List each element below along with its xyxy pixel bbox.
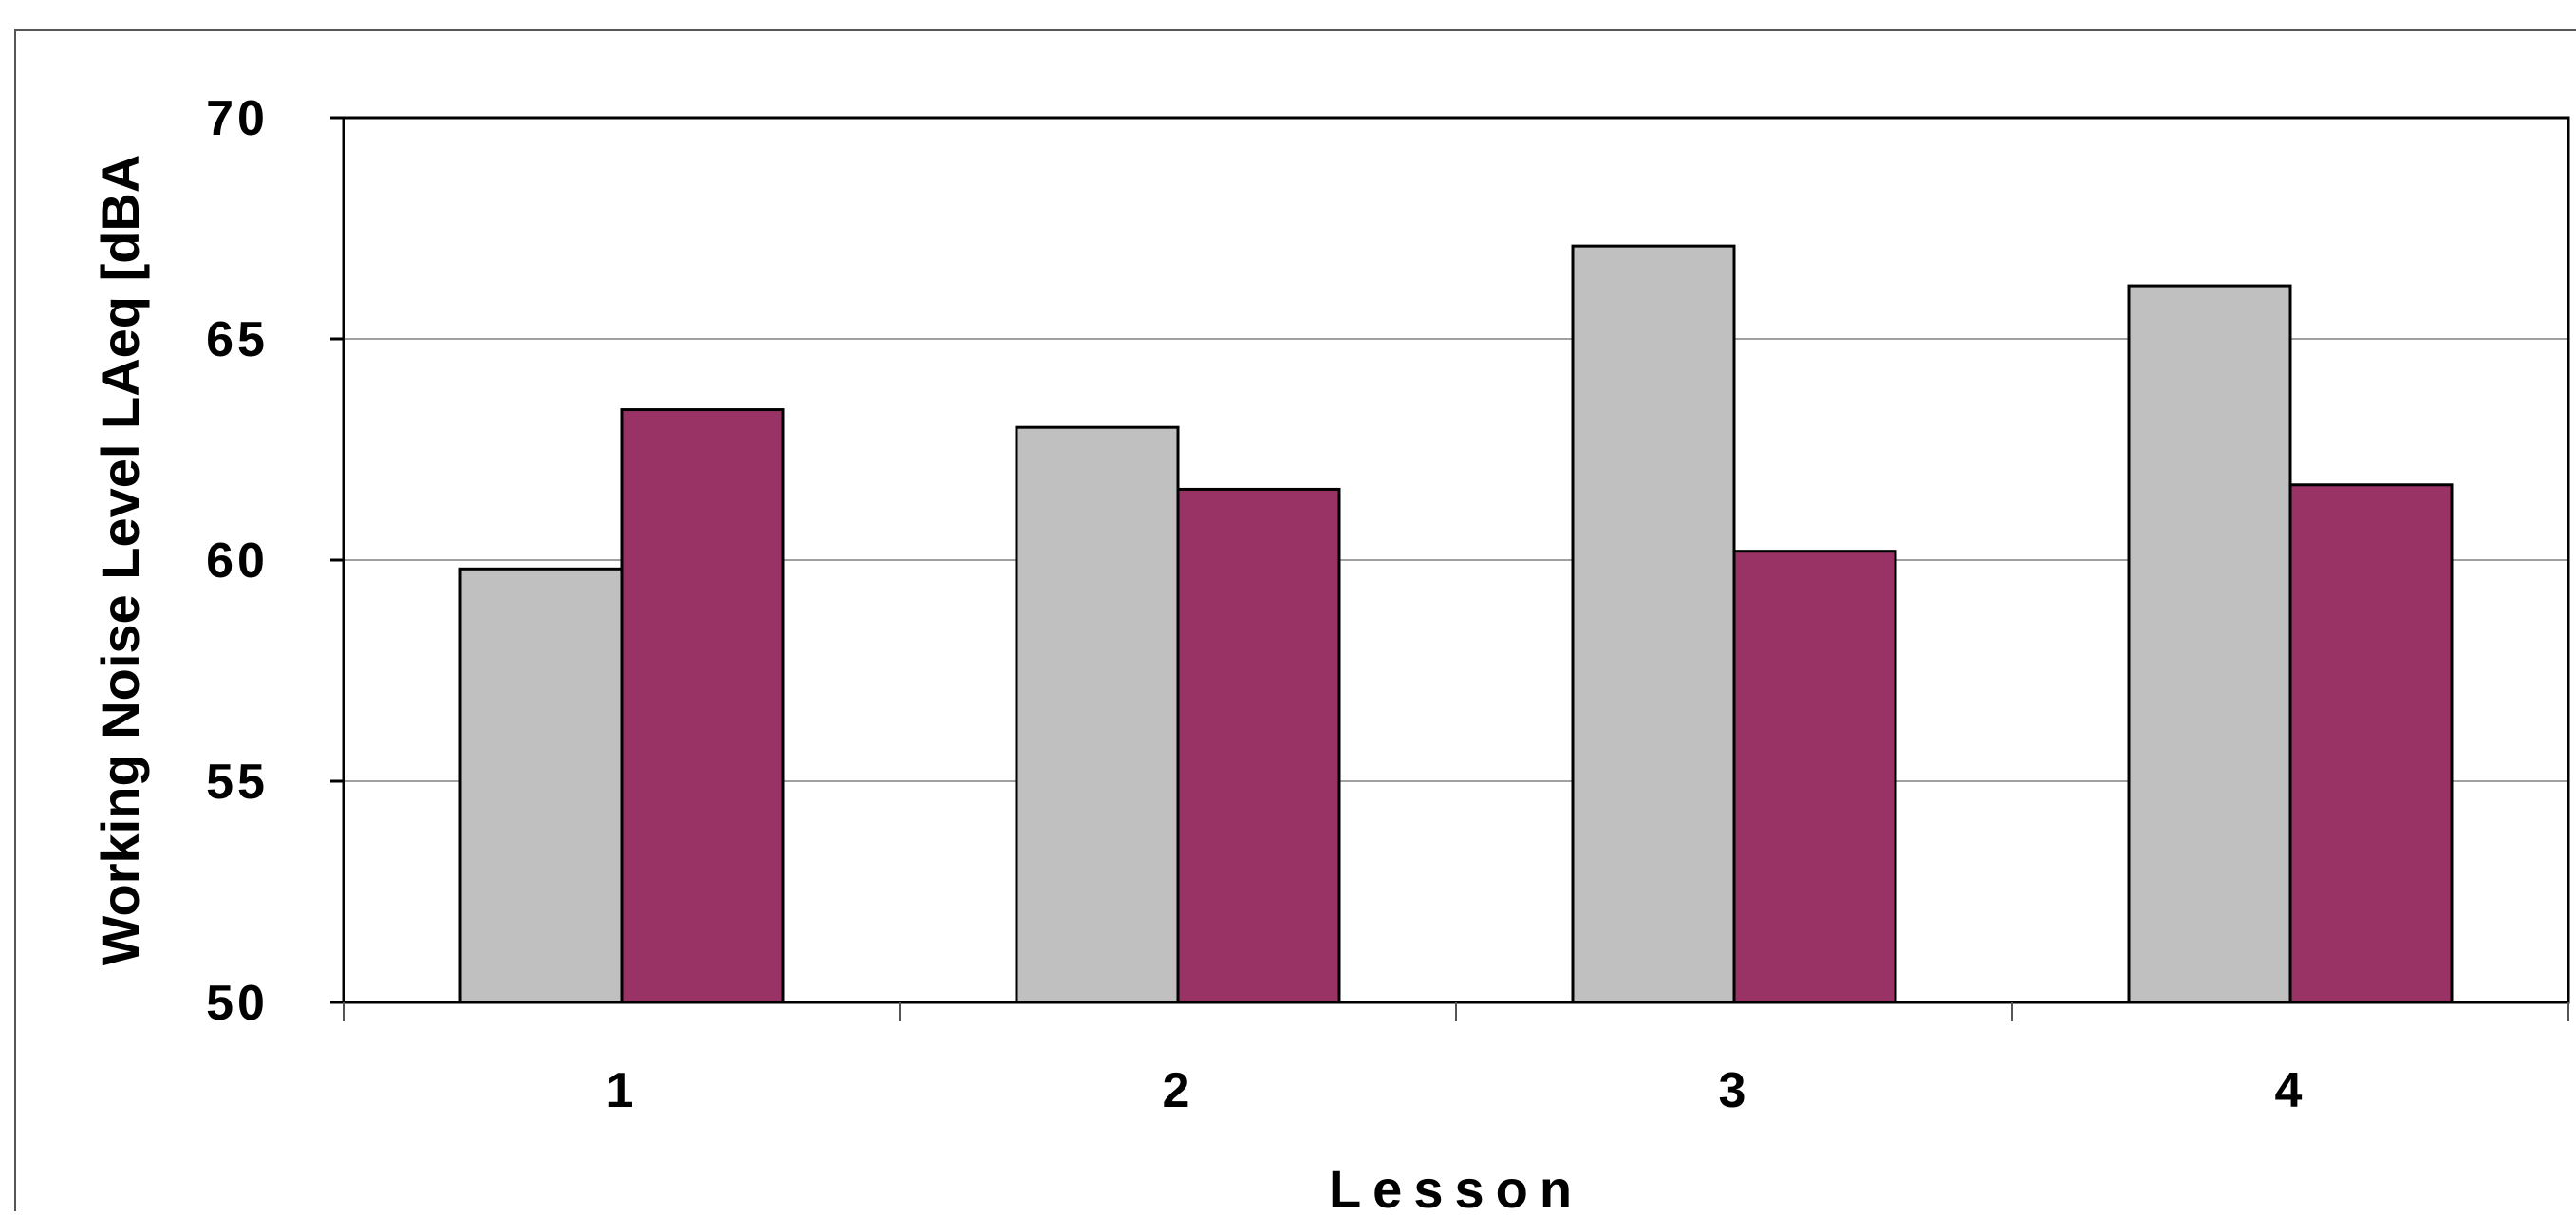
y-tick-label: 50 [206,976,269,1031]
outer-border [14,29,2576,1216]
y-tick-label: 70 [206,91,269,146]
bar-series-2-lesson-2 [1176,487,1341,1004]
x-tick-label: 3 [1719,1063,1750,1118]
x-tick-label: 2 [1163,1063,1194,1118]
bar-series-1-lesson-4 [2127,284,2292,1004]
x-tick-label: 1 [607,1063,638,1118]
bar-series-1-lesson-1 [458,567,624,1004]
bar-series-2-lesson-3 [1732,550,1897,1004]
bar-series-1-lesson-3 [1571,244,1736,1004]
y-tick-label: 55 [206,755,269,810]
y-axis-title: Working Noise Level LAeq [dBA [90,155,150,966]
y-tick-label: 65 [206,312,269,367]
x-axis-title: Lesson [1329,1159,1583,1211]
y-axis-ticks: 50 55 60 65 70 [206,91,344,1031]
bar-series-2-lesson-1 [620,408,785,1004]
bar-series-1-lesson-2 [1015,425,1180,1004]
x-tick-label: 4 [2275,1063,2306,1118]
y-tick-label: 60 [206,533,269,589]
x-axis-ticks: 1 2 3 4 [343,1002,2569,1118]
bars [458,244,2454,1004]
bar-series-2-lesson-4 [2288,483,2454,1004]
